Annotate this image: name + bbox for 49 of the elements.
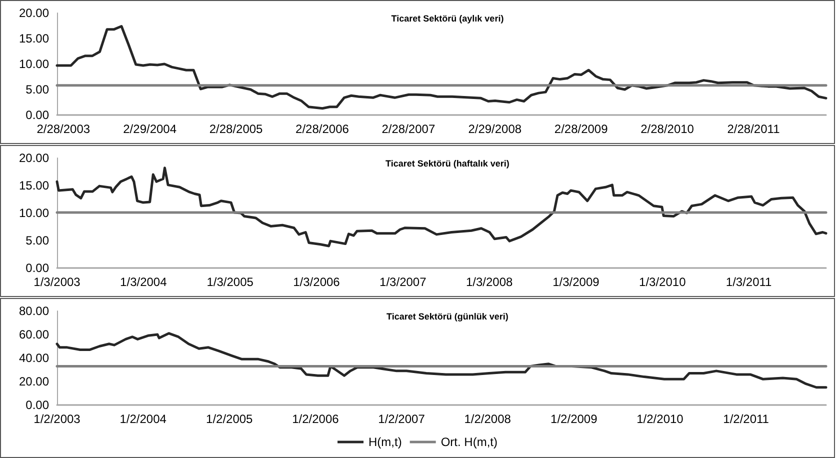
x-tick-label: 2/28/2007 bbox=[382, 122, 436, 136]
x-tick-label: 2/28/2003 bbox=[36, 122, 90, 136]
y-tick-label: 0.00 bbox=[26, 261, 50, 275]
x-tick-label: 1/2/2004 bbox=[120, 412, 167, 426]
chart-title: Ticaret Sektörü (günlük veri) bbox=[386, 312, 508, 322]
x-tick-label: 1/2/2006 bbox=[292, 412, 340, 426]
y-tick-label: 10.00 bbox=[18, 206, 50, 220]
x-tick-label: 1/2/2003 bbox=[34, 412, 81, 426]
y-tick-label: 10.00 bbox=[18, 57, 50, 71]
legend-label: H(m,t) bbox=[368, 435, 402, 449]
x-tick-label: 1/2/2010 bbox=[636, 412, 684, 426]
y-tick-label: 20.00 bbox=[18, 374, 50, 388]
x-tick-label: 2/29/2004 bbox=[123, 122, 177, 136]
y-tick-label: 20.00 bbox=[18, 151, 50, 165]
y-tick-label: 80.00 bbox=[18, 304, 50, 318]
y-tick-label: 60.00 bbox=[18, 328, 50, 342]
x-tick-label: 1/3/2005 bbox=[206, 275, 254, 289]
chart-title: Ticaret Sektörü (aylık veri) bbox=[391, 14, 504, 24]
x-tick-label: 1/2/2009 bbox=[550, 412, 598, 426]
line-series bbox=[56, 166, 828, 248]
y-tick-label: 0.00 bbox=[26, 108, 50, 122]
x-tick-label: 1/3/2008 bbox=[466, 275, 514, 289]
x-tick-label: 2/28/2006 bbox=[296, 122, 350, 136]
x-tick-label: 2/29/2008 bbox=[468, 122, 522, 136]
y-tick-label: 5.00 bbox=[26, 82, 50, 96]
x-tick-label: 1/2/2005 bbox=[206, 412, 254, 426]
y-tick-label: 40.00 bbox=[18, 351, 50, 365]
legend-label: Ort. H(m,t) bbox=[440, 435, 498, 449]
x-tick-label: 2/28/2005 bbox=[209, 122, 264, 136]
x-tick-label: 2/28/2009 bbox=[554, 122, 608, 136]
x-tick-label: 2/28/2011 bbox=[727, 122, 780, 136]
x-tick-label: 1/3/2011 bbox=[726, 275, 772, 289]
y-tick-label: 20.00 bbox=[18, 6, 50, 20]
x-tick-label: 1/3/2010 bbox=[639, 275, 686, 289]
x-tick-label: 1/3/2003 bbox=[34, 275, 81, 289]
x-tick-label: 1/3/2007 bbox=[380, 275, 427, 289]
x-tick-label: 1/3/2009 bbox=[552, 275, 600, 289]
x-tick-label: 1/3/2004 bbox=[120, 275, 168, 289]
y-tick-label: 0.00 bbox=[26, 398, 50, 412]
y-tick-label: 5.00 bbox=[26, 234, 50, 248]
x-tick-label: 2/28/2010 bbox=[640, 122, 694, 136]
x-tick-label: 1/3/2006 bbox=[293, 275, 340, 289]
y-tick-label: 15.00 bbox=[18, 32, 50, 46]
chart-title: Ticaret Sektörü (haftalık veri) bbox=[386, 158, 510, 168]
x-tick-label: 1/2/2008 bbox=[464, 412, 512, 426]
y-tick-label: 15.00 bbox=[18, 178, 50, 192]
x-tick-label: 1/2/2011 bbox=[723, 412, 770, 426]
x-tick-label: 1/2/2007 bbox=[378, 412, 426, 426]
line-series bbox=[56, 25, 828, 110]
